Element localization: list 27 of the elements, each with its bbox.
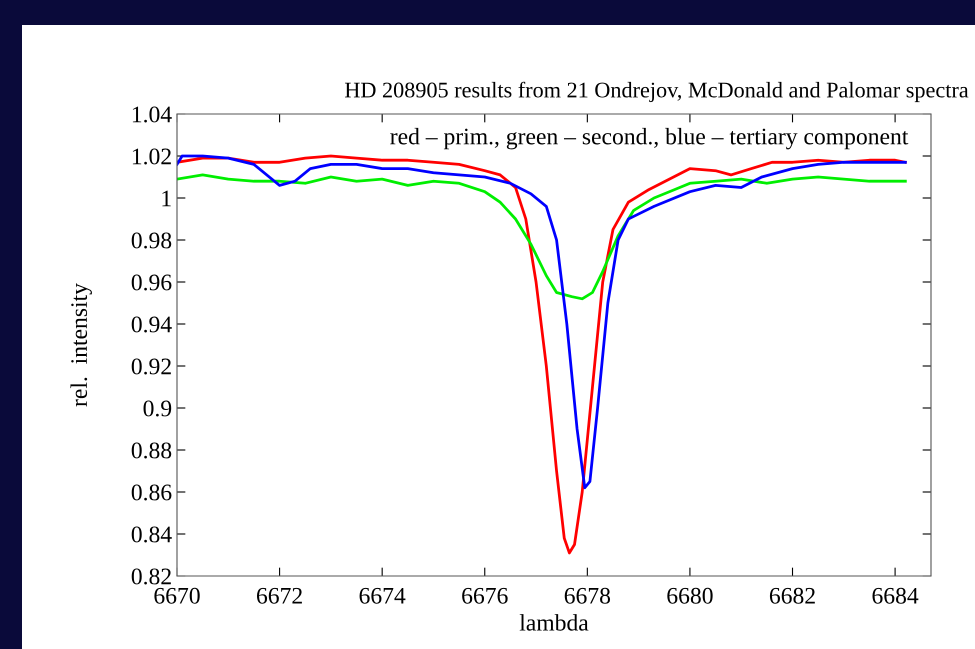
line-series [177,154,907,490]
y-tick-label: 0.92 [132,358,171,375]
x-tick-label: 6674 [360,588,406,604]
annotation: red – prim., green – second., blue – tertiary component [390,128,908,150]
x-tick-label: 6676 [462,588,508,604]
y-tick-label: 0.82 [132,568,171,585]
line-series [177,174,907,300]
y-tick-label: 0.96 [132,274,172,291]
x-axis-title: lambda [520,614,588,631]
x-tick-label: 6678 [564,588,610,604]
y-tick-label: 0.88 [132,442,172,459]
y-tick-label: 0.86 [132,484,172,501]
y-tick-label: 1.02 [132,148,171,165]
x-tick-label: 6672 [256,588,302,604]
y-tick-label: 0.84 [132,526,172,543]
y-tick-label: 0.94 [132,316,172,333]
y-tick-label: 1 [162,190,171,206]
x-tick-label: 6684 [872,588,918,604]
y-tick-label: 0.98 [132,232,172,249]
x-tick-label: 6670 [154,588,200,604]
line-series [177,154,907,554]
y-axis-title: rel. intensity [70,283,92,406]
y-tick-label: 0.9 [144,400,172,417]
x-tick-label: 6682 [770,588,815,604]
y-tick-label: 1.04 [132,106,172,123]
x-tick-label: 6680 [667,588,713,604]
chart-title: HD 208905 results from 21 Ondrejov, McDonald and Palomar spectra [344,82,968,102]
